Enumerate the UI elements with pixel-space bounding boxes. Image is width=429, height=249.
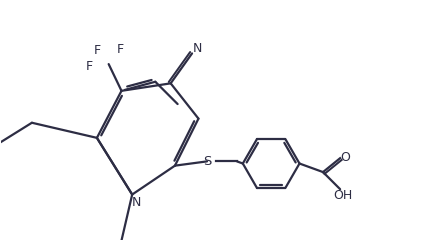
Text: F: F [117,43,124,56]
Text: S: S [203,155,212,168]
Text: OH: OH [334,189,353,202]
Text: N: N [132,195,141,208]
Text: F: F [94,44,100,57]
Text: O: O [341,151,350,164]
Text: F: F [86,60,93,73]
Text: N: N [193,42,202,55]
